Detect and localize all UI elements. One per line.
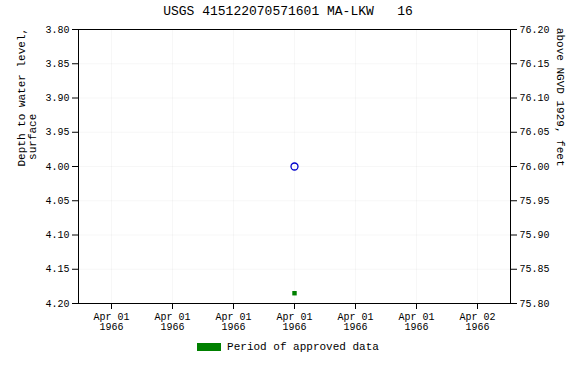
svg-text:3.90: 3.90 (45, 93, 69, 104)
svg-text:4.00: 4.00 (45, 162, 69, 173)
svg-text:76.05: 76.05 (520, 127, 550, 138)
svg-text:Apr 011966: Apr 011966 (215, 312, 251, 333)
svg-text:4.15: 4.15 (45, 264, 69, 275)
svg-text:Apr 011966: Apr 011966 (93, 312, 129, 333)
svg-text:4.10: 4.10 (45, 230, 69, 241)
svg-text:Apr 021966: Apr 021966 (459, 312, 495, 333)
svg-text:76.20: 76.20 (520, 25, 550, 36)
svg-text:Apr 011966: Apr 011966 (276, 312, 312, 333)
svg-text:4.05: 4.05 (45, 196, 69, 207)
svg-text:3.95: 3.95 (45, 127, 69, 138)
html-text:USGS 415122070571601 MA-LKW 16: USGS 415122070571601 MA-LKW 16 (163, 4, 413, 19)
svg-text:3.85: 3.85 (45, 59, 69, 70)
svg-text:76.15: 76.15 (520, 59, 550, 70)
svg-text:Apr 011966: Apr 011966 (154, 312, 190, 333)
svg-text:Apr 011966: Apr 011966 (398, 312, 434, 333)
svg-text:75.90: 75.90 (520, 230, 550, 241)
svg-text:76.00: 76.00 (520, 162, 550, 173)
svg-text:75.95: 75.95 (520, 196, 550, 207)
svg-text:3.80: 3.80 (45, 25, 69, 36)
svg-text:75.80: 75.80 (520, 299, 550, 310)
svg-text:75.85: 75.85 (520, 264, 550, 275)
svg-text:Groundwater level above NGVD 1: Groundwater level above NGVD 1929, feet (554, 21, 566, 167)
html-text:Period of approved data: Period of approved data (227, 341, 379, 353)
svg-text:4.20: 4.20 (45, 299, 69, 310)
svg-text:Apr 011966: Apr 011966 (337, 312, 373, 333)
svg-text:76.10: 76.10 (520, 93, 550, 104)
svg-text:Depth to water level, feet bel: Depth to water level, feet below land su… (16, 21, 39, 167)
